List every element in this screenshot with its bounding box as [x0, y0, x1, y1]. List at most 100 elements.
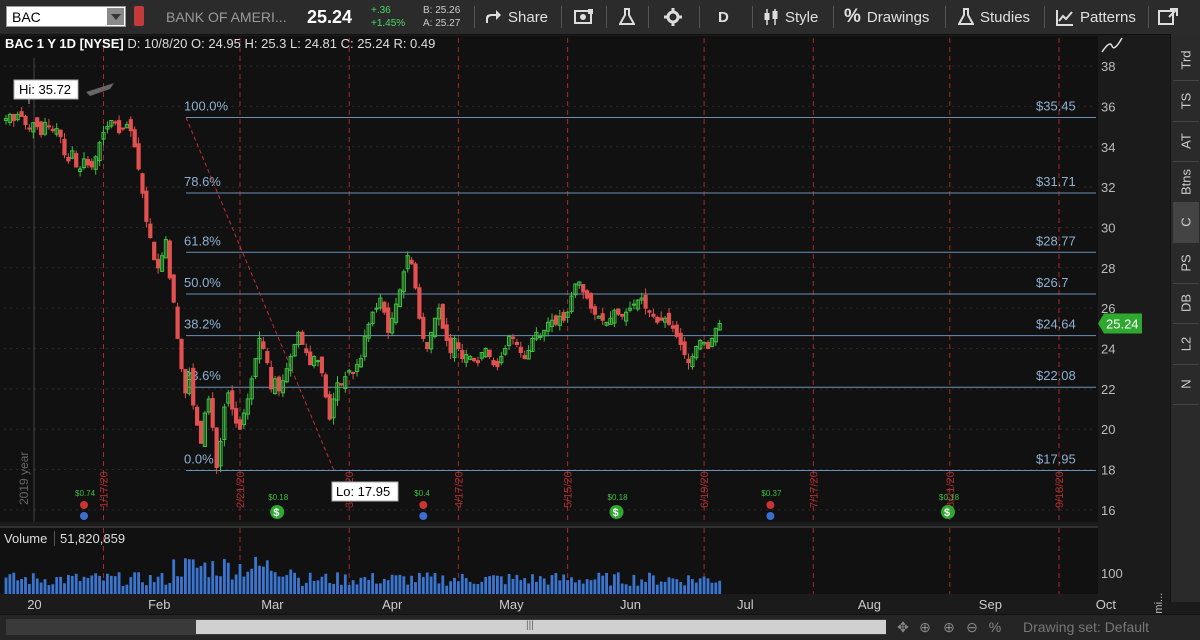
patterns-icon — [1056, 10, 1073, 26]
candle-body — [705, 342, 711, 350]
side-tab-ts[interactable]: TS — [1173, 81, 1199, 122]
volume-bar — [289, 569, 293, 594]
symbol-input[interactable]: BAC — [6, 6, 126, 27]
volume-bar — [347, 585, 351, 594]
volume-bar — [691, 579, 694, 594]
volume-bar — [421, 577, 425, 594]
new-window-icon — [1158, 8, 1178, 25]
aggregation-button[interactable]: D — [718, 0, 729, 34]
volume-bar — [265, 560, 269, 594]
side-tab-trd[interactable]: Trd — [1173, 40, 1199, 81]
drawings-button[interactable]: % Drawings — [844, 0, 929, 34]
candle-body — [468, 356, 473, 360]
zoom-out-icon[interactable]: ⊖ — [966, 619, 978, 635]
earnings-amount: $0.4 — [414, 489, 430, 498]
candle-body — [596, 315, 601, 319]
candle-body — [631, 303, 636, 306]
candle-body — [27, 127, 32, 130]
side-tab-btns[interactable]: Btns — [1173, 162, 1199, 203]
price-chart[interactable]: 1/17/202/21/203/20/204/17/205/15/206/19/… — [0, 30, 1170, 614]
flask-button[interactable] — [619, 0, 641, 34]
fib-pct-label: 78.6% — [184, 174, 221, 189]
candle-body — [491, 360, 496, 366]
side-tab-label: PS — [1178, 253, 1194, 272]
volume-bar — [262, 566, 265, 594]
candle-body — [23, 116, 28, 126]
candle-body — [440, 303, 445, 329]
volume-bar — [468, 581, 472, 594]
candle-body — [608, 317, 613, 325]
candle-body — [393, 303, 399, 323]
chart-info-line: BAC 1 Y 1D [NYSE] D: 10/8/20 O: 24.95 H:… — [5, 36, 435, 51]
crosshair-icon[interactable]: ⊕ — [919, 619, 931, 635]
y-tick-label: 18 — [1101, 463, 1115, 478]
flag-icon[interactable] — [134, 6, 144, 26]
candle-body — [577, 281, 582, 286]
snapshot-button[interactable] — [574, 0, 600, 34]
candle-body — [7, 113, 13, 123]
candle-body — [534, 331, 539, 340]
share-button[interactable]: Share — [484, 0, 548, 34]
info-range: R: 0.49 — [393, 36, 436, 51]
new-window-button[interactable] — [1158, 0, 1184, 34]
candle-body — [643, 294, 648, 309]
volume-bar — [351, 580, 355, 594]
snapshot-icon — [574, 9, 593, 24]
low-callout — [331, 481, 399, 502]
earnings-icon — [419, 512, 428, 520]
volume-bar — [659, 581, 663, 594]
y-tick-label: 22 — [1101, 382, 1115, 397]
style-button[interactable]: Style — [763, 0, 818, 34]
candle-body — [206, 398, 211, 413]
volume-bar — [476, 584, 480, 594]
candle-body — [327, 394, 332, 420]
earnings-amount: $0.37 — [761, 489, 782, 498]
volume-bar — [277, 576, 281, 594]
volume-bar — [285, 575, 289, 594]
candle-body — [113, 121, 118, 124]
candle-body — [136, 143, 141, 170]
drawing-set-label[interactable]: Drawing set: Default — [1023, 619, 1150, 635]
horizontal-scrollbar[interactable] — [6, 619, 886, 635]
earnings-icon — [419, 501, 428, 509]
zoom-in-icon[interactable]: ⊕ — [943, 619, 955, 635]
side-tab-c[interactable]: C — [1173, 202, 1199, 243]
candle-body — [390, 317, 395, 334]
candle-body — [241, 412, 247, 425]
volume-bar — [308, 572, 312, 594]
side-tab-label: TS — [1178, 92, 1194, 109]
volume-bar — [343, 574, 347, 594]
scrollbar-thumb[interactable] — [196, 620, 886, 634]
toolbar: BAC BANK OF AMERI... 25.24 +.36 +1.45% B… — [0, 0, 1200, 35]
volume-bar — [109, 575, 113, 594]
side-tab-ps[interactable]: PS — [1173, 243, 1199, 284]
candle-body — [171, 274, 176, 303]
pan-icon[interactable]: ✥ — [897, 619, 909, 635]
patterns-button[interactable]: Patterns — [1056, 0, 1136, 34]
side-tab-at[interactable]: AT — [1173, 121, 1199, 162]
dividend-amount: $0.18 — [268, 493, 289, 502]
volume-bar — [332, 583, 335, 594]
side-tab-db[interactable]: DB — [1173, 283, 1199, 324]
candle-body — [11, 113, 16, 122]
percent-icon[interactable]: % — [988, 619, 1002, 635]
side-tab-l2[interactable]: L2 — [1173, 324, 1199, 365]
volume-bar — [499, 576, 503, 594]
candle-body — [331, 398, 336, 419]
volume-bar — [542, 578, 546, 594]
settings-button[interactable] — [664, 0, 688, 34]
volume-bar — [106, 573, 109, 594]
chevron-down-icon[interactable] — [107, 8, 124, 25]
volume-bar — [394, 575, 398, 594]
volume-bar — [496, 575, 499, 594]
side-tab-n[interactable]: N — [1173, 364, 1199, 405]
volume-bar — [667, 577, 671, 594]
candle-body — [273, 378, 278, 395]
event-date-label: 7/17/20 — [808, 471, 820, 508]
candle-body — [448, 337, 453, 354]
volume-bar — [82, 576, 86, 594]
candle-body — [300, 331, 305, 345]
volume-bar — [55, 577, 59, 594]
studies-button[interactable]: Studies — [958, 0, 1030, 34]
candle-body — [362, 335, 367, 357]
